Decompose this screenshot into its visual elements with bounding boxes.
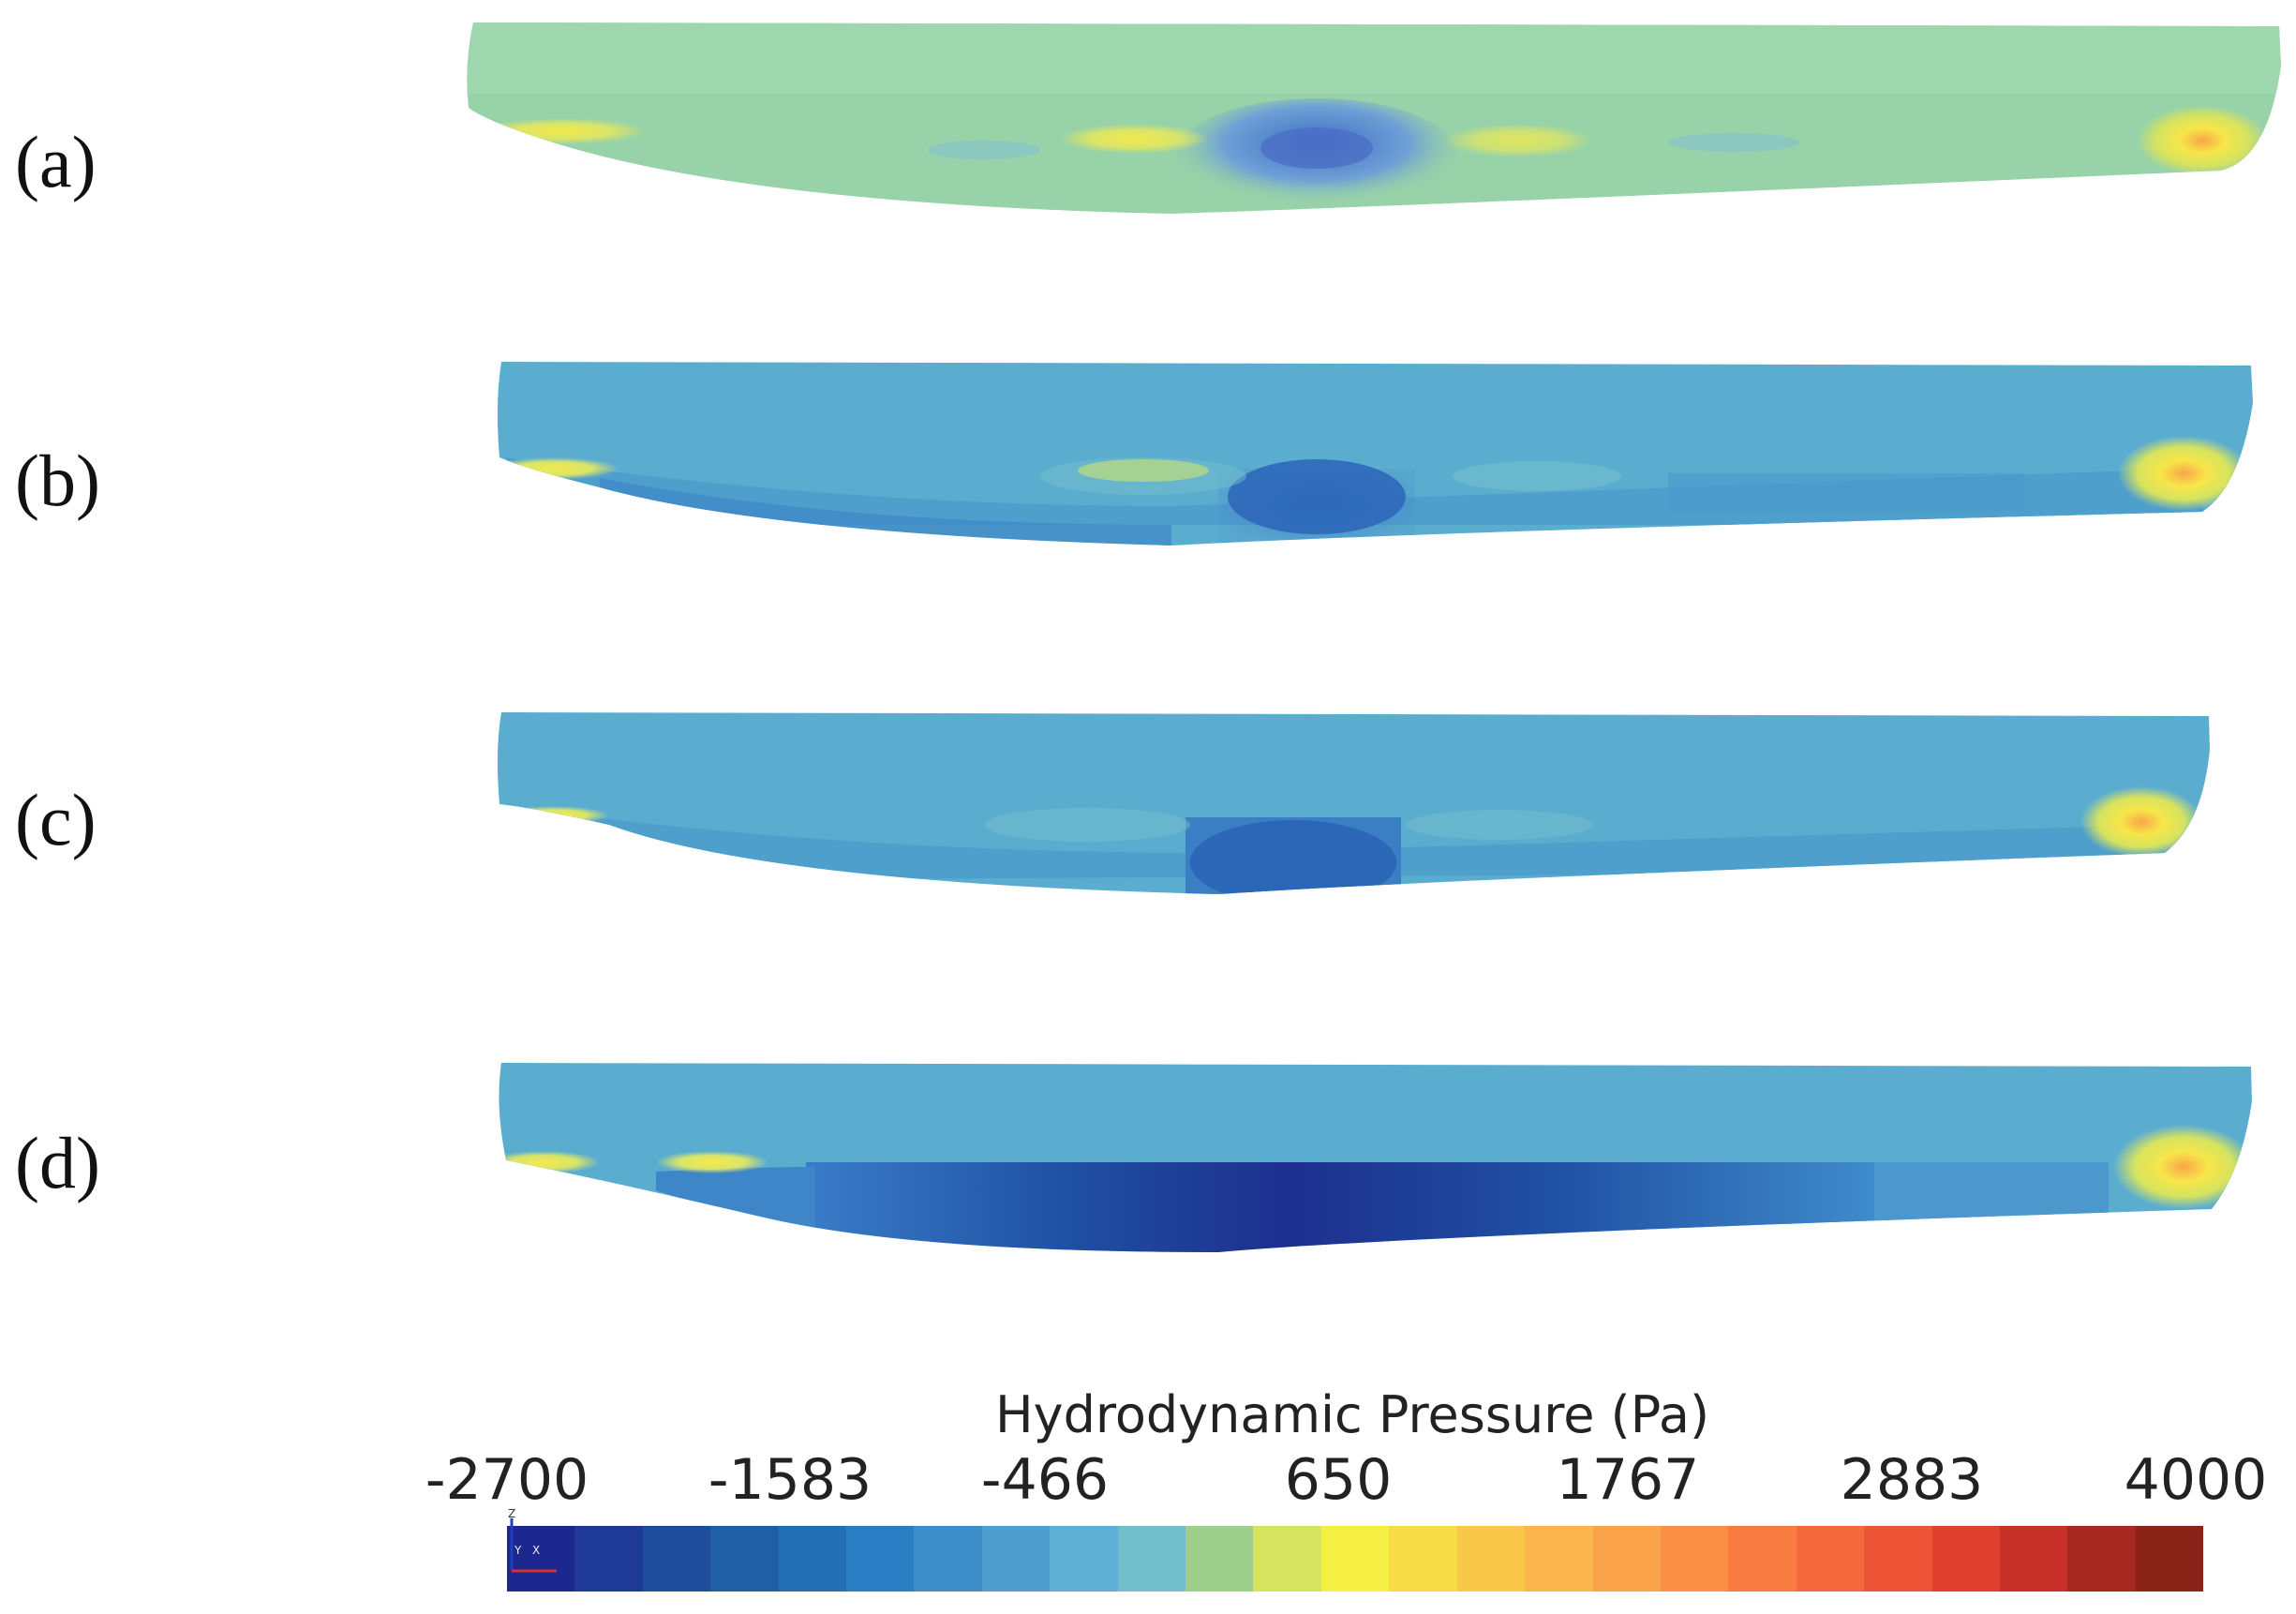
- colorbar-segment: [914, 1526, 982, 1592]
- colorbar-segment: [981, 1526, 1051, 1592]
- colorbar-segment: [1389, 1526, 1457, 1592]
- colorbar-tick-1: -2700: [425, 1447, 589, 1513]
- colorbar-segment: [642, 1526, 711, 1592]
- hull-panel-a: [467, 22, 2281, 214]
- colorbar-segment: [1864, 1526, 1932, 1592]
- hull-panel-c: [497, 712, 2210, 894]
- colorbar-segment: [507, 1526, 575, 1592]
- colorbar-segment: [778, 1526, 847, 1592]
- colorbar-segment: [2135, 1526, 2204, 1592]
- panel-label-a: (a): [15, 121, 97, 202]
- colorbar: [507, 1526, 2204, 1592]
- colorbar-tick-3: -466: [980, 1447, 1110, 1513]
- colorbar-tick-7: 4000: [2124, 1447, 2268, 1513]
- colorbar-segment: [1728, 1526, 1797, 1592]
- panel-label-b: (b): [15, 440, 100, 521]
- colorbar-segment: [1999, 1526, 2068, 1592]
- hull-contour-figure: [467, 22, 2281, 1252]
- colorbar-segment: [1931, 1526, 2000, 1592]
- colorbar-segment: [1456, 1526, 1526, 1592]
- colorbar-segment: [1117, 1526, 1186, 1592]
- colorbar-tick-5: 1767: [1556, 1447, 1700, 1513]
- colorbar-segment: [1796, 1526, 1865, 1592]
- colorbar-segment: [1050, 1526, 1118, 1592]
- colorbar-segment: [710, 1526, 779, 1592]
- colorbar-segment: [1185, 1526, 1254, 1592]
- axis-triad-icon: Z Y X: [508, 1509, 557, 1573]
- axis-x-label: X: [532, 1544, 540, 1557]
- colorbar-segment: [846, 1526, 915, 1592]
- colorbar-segment: [2067, 1526, 2136, 1592]
- hull-panel-b: [497, 362, 2253, 545]
- colorbar-tick-6: 2883: [1840, 1447, 1984, 1513]
- hull-panel-d: [499, 1063, 2252, 1252]
- colorbar-tick-4: 650: [1284, 1447, 1393, 1513]
- axis-y-label: Y: [514, 1544, 522, 1557]
- colorbar-segment: [1320, 1526, 1390, 1592]
- colorbar-segment: [1525, 1526, 1593, 1592]
- colorbar-segment: [1592, 1526, 1661, 1592]
- colorbar-title: Hydrodynamic Pressure (Pa): [995, 1385, 1710, 1444]
- panel-label-d: (d): [15, 1122, 100, 1203]
- colorbar-tick-2: -1583: [708, 1447, 872, 1513]
- panel-label-c: (c): [15, 779, 97, 860]
- colorbar-segment: [1253, 1526, 1321, 1592]
- colorbar-segment: [574, 1526, 643, 1592]
- colorbar-segment: [1660, 1526, 1729, 1592]
- axis-z-label: Z: [508, 1509, 515, 1520]
